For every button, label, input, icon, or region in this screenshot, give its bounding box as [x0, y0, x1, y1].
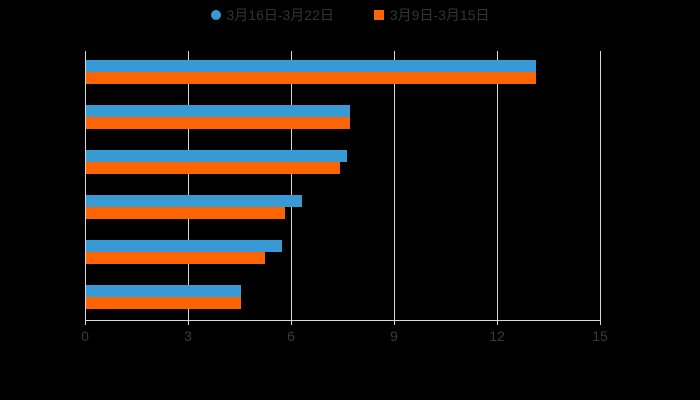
y-axis-line: [85, 51, 86, 320]
x-tick-label: 12: [489, 328, 505, 344]
x-tick-mark: [497, 320, 498, 325]
legend-label-series-b: 3月9日-3月15日: [389, 7, 490, 23]
bar-series-a[interactable]: [86, 285, 241, 297]
x-tick-mark: [600, 320, 601, 325]
gridline: [188, 51, 189, 320]
x-tick-mark: [291, 320, 292, 325]
bar-series-a[interactable]: [86, 60, 536, 72]
bar-series-a[interactable]: [86, 150, 347, 162]
square-marker-icon: [373, 10, 384, 20]
x-axis-line: [85, 320, 601, 321]
x-tick-label: 15: [592, 328, 608, 344]
x-tick-mark: [188, 320, 189, 325]
bar-series-a[interactable]: [86, 195, 303, 207]
gridline: [394, 51, 395, 320]
bar-series-b[interactable]: [86, 117, 351, 129]
circle-marker-icon: [210, 10, 221, 20]
gridline: [600, 51, 601, 320]
x-tick-label: 6: [287, 328, 295, 344]
bar-series-b[interactable]: [86, 207, 286, 219]
legend-item-series-b[interactable]: 3月9日-3月15日: [373, 7, 490, 23]
chart-legend: 3月16日-3月22日 3月9日-3月15日: [0, 8, 700, 22]
legend-item-series-a[interactable]: 3月16日-3月22日: [210, 7, 334, 23]
x-tick-label: 0: [81, 328, 89, 344]
legend-label-series-a: 3月16日-3月22日: [226, 7, 334, 23]
gridline: [497, 51, 498, 320]
bar-series-b[interactable]: [86, 162, 341, 174]
x-tick-mark: [394, 320, 395, 325]
x-tick-label: 3: [184, 328, 192, 344]
bar-series-a[interactable]: [86, 105, 351, 117]
bar-series-a[interactable]: [86, 240, 282, 252]
bar-series-b[interactable]: [86, 72, 536, 84]
bar-series-b[interactable]: [86, 252, 265, 264]
bar-series-b[interactable]: [86, 297, 241, 309]
gridline: [291, 51, 292, 320]
x-tick-mark: [85, 320, 86, 325]
x-tick-label: 9: [390, 328, 398, 344]
